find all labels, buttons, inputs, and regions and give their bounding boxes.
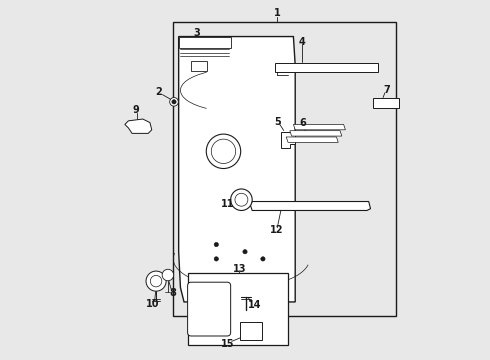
Text: 5: 5 bbox=[274, 117, 281, 127]
Bar bbox=[191, 60, 207, 71]
Circle shape bbox=[214, 242, 219, 247]
Circle shape bbox=[231, 189, 252, 211]
Text: 8: 8 bbox=[170, 288, 177, 298]
Bar bbox=[188, 273, 288, 345]
Text: 10: 10 bbox=[146, 299, 160, 309]
Circle shape bbox=[146, 271, 166, 291]
Polygon shape bbox=[294, 125, 345, 130]
Text: 9: 9 bbox=[133, 105, 139, 115]
Circle shape bbox=[214, 257, 219, 261]
Bar bbox=[240, 321, 262, 339]
Circle shape bbox=[172, 100, 176, 104]
Circle shape bbox=[150, 275, 162, 287]
Text: 12: 12 bbox=[270, 225, 283, 235]
Circle shape bbox=[206, 134, 241, 168]
Polygon shape bbox=[286, 137, 338, 142]
Text: 6: 6 bbox=[299, 118, 306, 128]
Circle shape bbox=[261, 257, 265, 261]
Text: 3: 3 bbox=[193, 28, 200, 38]
Text: 14: 14 bbox=[248, 300, 262, 310]
Text: 15: 15 bbox=[221, 338, 235, 348]
Polygon shape bbox=[281, 132, 295, 148]
Text: 13: 13 bbox=[233, 264, 246, 274]
Polygon shape bbox=[179, 37, 295, 302]
Text: 1: 1 bbox=[274, 8, 281, 18]
Polygon shape bbox=[125, 119, 152, 134]
Text: 4: 4 bbox=[299, 37, 306, 47]
Bar bbox=[173, 22, 395, 316]
Bar bbox=[373, 98, 399, 108]
Bar bbox=[275, 63, 378, 72]
Polygon shape bbox=[290, 131, 342, 136]
Bar bbox=[179, 37, 231, 48]
Circle shape bbox=[162, 269, 173, 281]
Text: 2: 2 bbox=[155, 87, 162, 97]
Polygon shape bbox=[250, 202, 370, 211]
Text: 7: 7 bbox=[384, 85, 391, 95]
Circle shape bbox=[235, 193, 248, 206]
Text: 11: 11 bbox=[221, 199, 235, 210]
Circle shape bbox=[170, 98, 178, 106]
FancyBboxPatch shape bbox=[188, 282, 231, 336]
Circle shape bbox=[211, 139, 236, 163]
Circle shape bbox=[243, 249, 247, 254]
